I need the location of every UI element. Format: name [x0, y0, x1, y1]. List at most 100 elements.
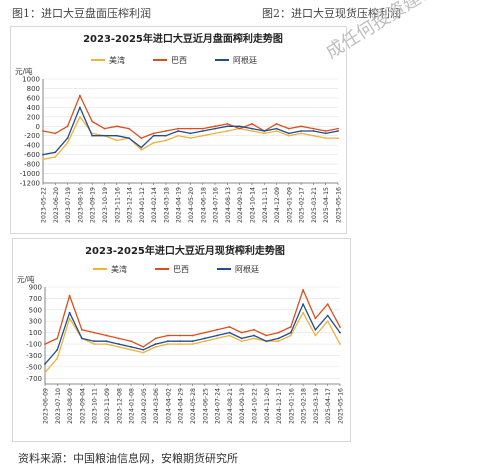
- data-point: [203, 340, 206, 343]
- data-point: [253, 334, 255, 337]
- data-point: [56, 337, 59, 340]
- data-point: [179, 340, 182, 343]
- data-point: [201, 134, 204, 137]
- data-point: [103, 134, 106, 137]
- y-tick-label: -1000: [20, 170, 40, 178]
- x-tick-label: 2024-02-14: [151, 187, 158, 223]
- x-tick-label: 2025-05-16: [338, 388, 345, 424]
- data-point: [289, 334, 292, 337]
- y-tick-label: -300: [26, 352, 42, 360]
- x-tick-label: 2025-01-16: [288, 388, 295, 424]
- x-tick-label: 2024-09-19: [239, 388, 246, 424]
- data-point: [115, 139, 118, 142]
- x-tick-label: 2025-01-09: [286, 187, 293, 223]
- data-point: [240, 331, 243, 334]
- x-tick-label: 2025-03-21: [311, 187, 318, 223]
- x-tick-label: 2024-11-20: [264, 388, 271, 424]
- x-tick-label: 2024-04-29: [178, 388, 185, 424]
- y-tick-label: 900: [29, 284, 42, 292]
- y-tick-label: 400: [27, 104, 40, 112]
- x-tick-label: 2024-09-10: [237, 187, 244, 223]
- data-point: [191, 340, 194, 343]
- x-tick-label: 2024-01-12: [139, 187, 146, 223]
- data-point: [128, 127, 130, 130]
- x-tick-label: 2024-05-28: [190, 388, 197, 424]
- x-tick-label: 2025-02-17: [299, 187, 306, 223]
- data-point: [42, 130, 44, 132]
- y-tick-label: -500: [26, 363, 42, 371]
- series-line: [42, 106, 339, 156]
- data-point: [216, 328, 218, 331]
- y-tick-label: 700: [29, 295, 42, 303]
- data-point: [324, 132, 327, 135]
- y-tick-label: -700: [26, 375, 42, 383]
- x-tick-label: 2025-03-19: [313, 388, 320, 424]
- data-point: [251, 123, 253, 125]
- data-point: [165, 130, 167, 132]
- y-tick-label: -200: [24, 132, 40, 140]
- x-tick-label: 2025-05-16: [336, 187, 343, 223]
- data-point: [300, 132, 303, 135]
- data-point: [277, 337, 280, 340]
- x-tick-label: 2024-12-09: [274, 187, 281, 223]
- chart-title: 2023-2025年进口大豆近月现货榨利走势图: [85, 244, 285, 257]
- data-point: [312, 127, 315, 130]
- x-tick-label: 2024-04-02: [165, 388, 172, 424]
- legend-label: 阿根廷: [235, 264, 259, 274]
- data-point: [115, 134, 118, 137]
- data-point: [226, 125, 229, 128]
- data-point: [165, 134, 167, 137]
- x-tick-label: 2023-09-04: [79, 388, 86, 424]
- data-point: [312, 134, 315, 137]
- data-point: [337, 127, 339, 130]
- x-tick-label: 2024-11-11: [262, 187, 269, 223]
- spot-crush-margin-chart: 2023-2025年进口大豆近月现货榨利走势图 美湾 巴西 阿根廷 元/吨 900 700 5…: [12, 238, 351, 442]
- data-point: [105, 334, 108, 337]
- x-tick-label: 2024-08-13: [225, 187, 232, 223]
- x-tick-label: 2023-07-10: [55, 388, 62, 424]
- data-point: [177, 130, 180, 132]
- data-point: [78, 94, 81, 97]
- x-tick-label: 2024-03-06: [153, 388, 160, 424]
- data-point: [216, 334, 218, 337]
- data-point: [68, 294, 71, 297]
- x-tick-label: 2024-04-19: [176, 187, 183, 223]
- data-point: [177, 134, 180, 137]
- data-point: [54, 156, 57, 158]
- data-point: [226, 130, 229, 132]
- data-point: [201, 127, 204, 130]
- data-point: [326, 314, 329, 317]
- data-point: [68, 317, 71, 320]
- data-point: [203, 337, 206, 340]
- x-tick-label: 2024-08-21: [227, 388, 234, 424]
- data-point: [142, 348, 145, 351]
- data-point: [167, 343, 169, 345]
- data-point: [302, 303, 305, 306]
- data-point: [253, 337, 255, 340]
- data-point: [214, 132, 216, 135]
- x-tick-label: 2024-12-17: [276, 388, 283, 424]
- data-point: [56, 357, 59, 360]
- data-point: [140, 137, 143, 139]
- x-tick-label: 2023-09-19: [90, 187, 97, 223]
- data-point: [91, 120, 94, 123]
- data-point: [277, 331, 280, 334]
- data-point: [275, 123, 278, 125]
- data-point: [289, 331, 292, 334]
- data-point: [326, 320, 329, 323]
- data-point: [240, 337, 243, 340]
- x-tick-label: 2023-08-09: [67, 388, 74, 424]
- data-point: [167, 340, 169, 343]
- data-point: [240, 340, 243, 343]
- data-point: [177, 127, 180, 130]
- data-point: [339, 326, 341, 328]
- y-tick-label: 500: [29, 306, 42, 314]
- y-axis-unit-label: 元/吨: [17, 274, 35, 284]
- data-point: [277, 340, 280, 343]
- data-point: [154, 343, 157, 345]
- x-tick-label: 2023-10-19: [102, 187, 109, 223]
- data-point: [189, 137, 192, 139]
- data-point: [93, 331, 96, 334]
